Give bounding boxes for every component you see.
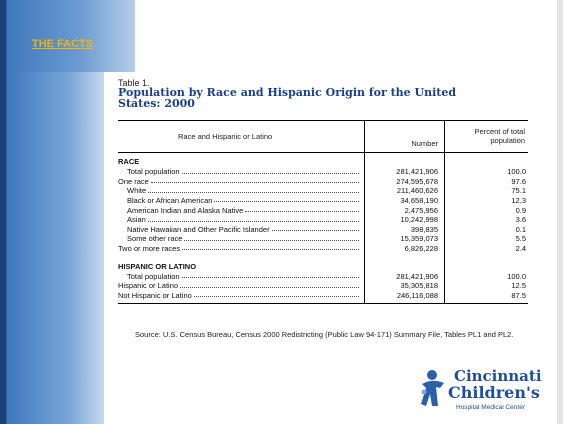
row-label: White <box>127 186 147 196</box>
leader-dots <box>245 206 359 212</box>
row-label-cell: Not Hispanic or Latino <box>118 291 361 300</box>
table-row: American Indian and Alaska Native 2,475,9… <box>118 206 528 216</box>
logo-figure <box>421 370 444 406</box>
logo: Cincinnati Children's Hospital Medical C… <box>421 367 542 411</box>
row-label: Total population <box>127 271 180 281</box>
number-cell: 281,421,906 <box>396 271 438 281</box>
row-label: Hispanic or Latino <box>118 281 179 291</box>
leader-dots <box>148 186 359 193</box>
row-label: Asian <box>127 215 146 225</box>
table-title: Population by Race and Hispanic Origin f… <box>118 86 457 110</box>
leader-dots <box>193 291 359 298</box>
logo-text: Cincinnati <box>454 367 542 385</box>
number-cell: 2,475,956 <box>404 205 438 215</box>
row-label: Native Hawaiian and Other Pacific Island… <box>127 224 270 234</box>
row-label-cell: Some other race <box>118 234 361 243</box>
table: Race and Hispanic or Latino Number Perce… <box>118 120 528 304</box>
percent-cell: 97.6 <box>511 176 526 186</box>
percent-cell: 2.4 <box>515 243 526 253</box>
row-label-cell: American Indian and Alaska Native <box>118 206 361 215</box>
table-row: Native Hawaiian and Other Pacific Island… <box>118 225 528 235</box>
column-header: Percent of total population <box>474 127 525 145</box>
section-heading: RACE <box>118 157 140 166</box>
row-label-cell: Hispanic or Latino <box>118 281 361 290</box>
logo-text: Hospital Medical Center <box>456 404 526 411</box>
number-cell: 281,421,906 <box>396 167 438 177</box>
section-heading: HISPANIC OR LATINO <box>118 262 197 271</box>
percent-cell: 75.1 <box>511 186 526 196</box>
logo-text: Children's <box>448 383 540 402</box>
percent-cell: 87.5 <box>511 290 526 300</box>
row-label: Black or African American <box>127 195 213 205</box>
percent-cell: 5.5 <box>515 234 526 244</box>
column-header: Number <box>411 139 438 148</box>
source-note: Source: U.S. Census Bureau, Census 2000 … <box>135 330 514 339</box>
number-cell: 6,826,228 <box>404 243 438 253</box>
table-row: White 211,460,626 75.1 <box>118 186 528 196</box>
number-cell: 274,595,678 <box>396 176 438 186</box>
leader-dots <box>182 244 359 251</box>
table-row: Total population 281,421,906 100.0 <box>118 272 528 282</box>
leader-dots <box>180 281 359 288</box>
table-row: Total population 281,421,906 100.0 <box>118 167 528 177</box>
row-label-cell: Asian <box>118 215 361 224</box>
leader-dots <box>147 215 359 222</box>
percent-cell: 100.0 <box>507 271 526 281</box>
row-label-cell: Total population <box>118 167 361 176</box>
content-area <box>104 72 554 424</box>
number-cell: 34,658,190 <box>400 195 438 205</box>
row-label-cell: Total population <box>118 272 361 281</box>
leader-dots <box>184 234 359 241</box>
column-header: Race and Hispanic or Latino <box>178 132 273 141</box>
row-label-cell: Two or more races <box>118 244 361 253</box>
table-label: Table 1. <box>118 78 150 88</box>
table-row: Black or African American 34,658,190 12.3 <box>118 196 528 206</box>
table-row: One race 274,595,678 97.6 <box>118 177 528 187</box>
row-label: Two or more races <box>118 243 181 253</box>
number-cell: 398,835 <box>410 224 438 234</box>
table-row: Hispanic or Latino 35,305,818 12.5 <box>118 281 528 291</box>
number-cell: 35,305,818 <box>400 281 438 291</box>
percent-cell: 0.1 <box>515 224 526 234</box>
table-row: Two or more races 6,826,228 2.4 <box>118 244 528 254</box>
column-divider <box>444 121 445 303</box>
percent-cell: 3.6 <box>515 215 526 225</box>
row-label-cell: White <box>118 186 361 195</box>
table-row: Asian 10,242,998 3.6 <box>118 215 528 225</box>
percent-cell: 0.9 <box>515 205 526 215</box>
row-label: American Indian and Alaska Native <box>127 205 244 215</box>
row-label: One race <box>118 176 149 186</box>
column-divider <box>364 121 365 303</box>
row-label-cell: Native Hawaiian and Other Pacific Island… <box>118 225 361 234</box>
number-cell: 15,359,073 <box>400 234 438 244</box>
percent-cell: 12.5 <box>511 281 526 291</box>
row-label: Not Hispanic or Latino <box>118 290 192 300</box>
header-rule <box>118 152 528 153</box>
row-label: Some other race <box>127 234 183 244</box>
row-label-cell: One race <box>118 177 361 186</box>
table-row: Some other race 15,359,073 5.5 <box>118 234 528 244</box>
top-panel <box>0 0 135 72</box>
table-row: Not Hispanic or Latino 246,116,088 87.5 <box>118 291 528 301</box>
leader-dots <box>181 272 359 279</box>
row-label-cell: Black or African American <box>118 196 361 205</box>
percent-cell: 12.3 <box>511 195 526 205</box>
slide-title: THE FACTS <box>32 38 94 50</box>
number-cell: 246,116,088 <box>396 290 438 300</box>
percent-cell: 100.0 <box>507 167 526 177</box>
number-cell: 211,460,626 <box>396 186 438 196</box>
number-cell: 10,242,998 <box>400 215 438 225</box>
leader-dots <box>150 177 359 184</box>
leader-dots <box>214 196 359 203</box>
leader-dots <box>181 167 359 174</box>
leader-dots <box>271 225 359 232</box>
row-label: Total population <box>127 167 180 177</box>
